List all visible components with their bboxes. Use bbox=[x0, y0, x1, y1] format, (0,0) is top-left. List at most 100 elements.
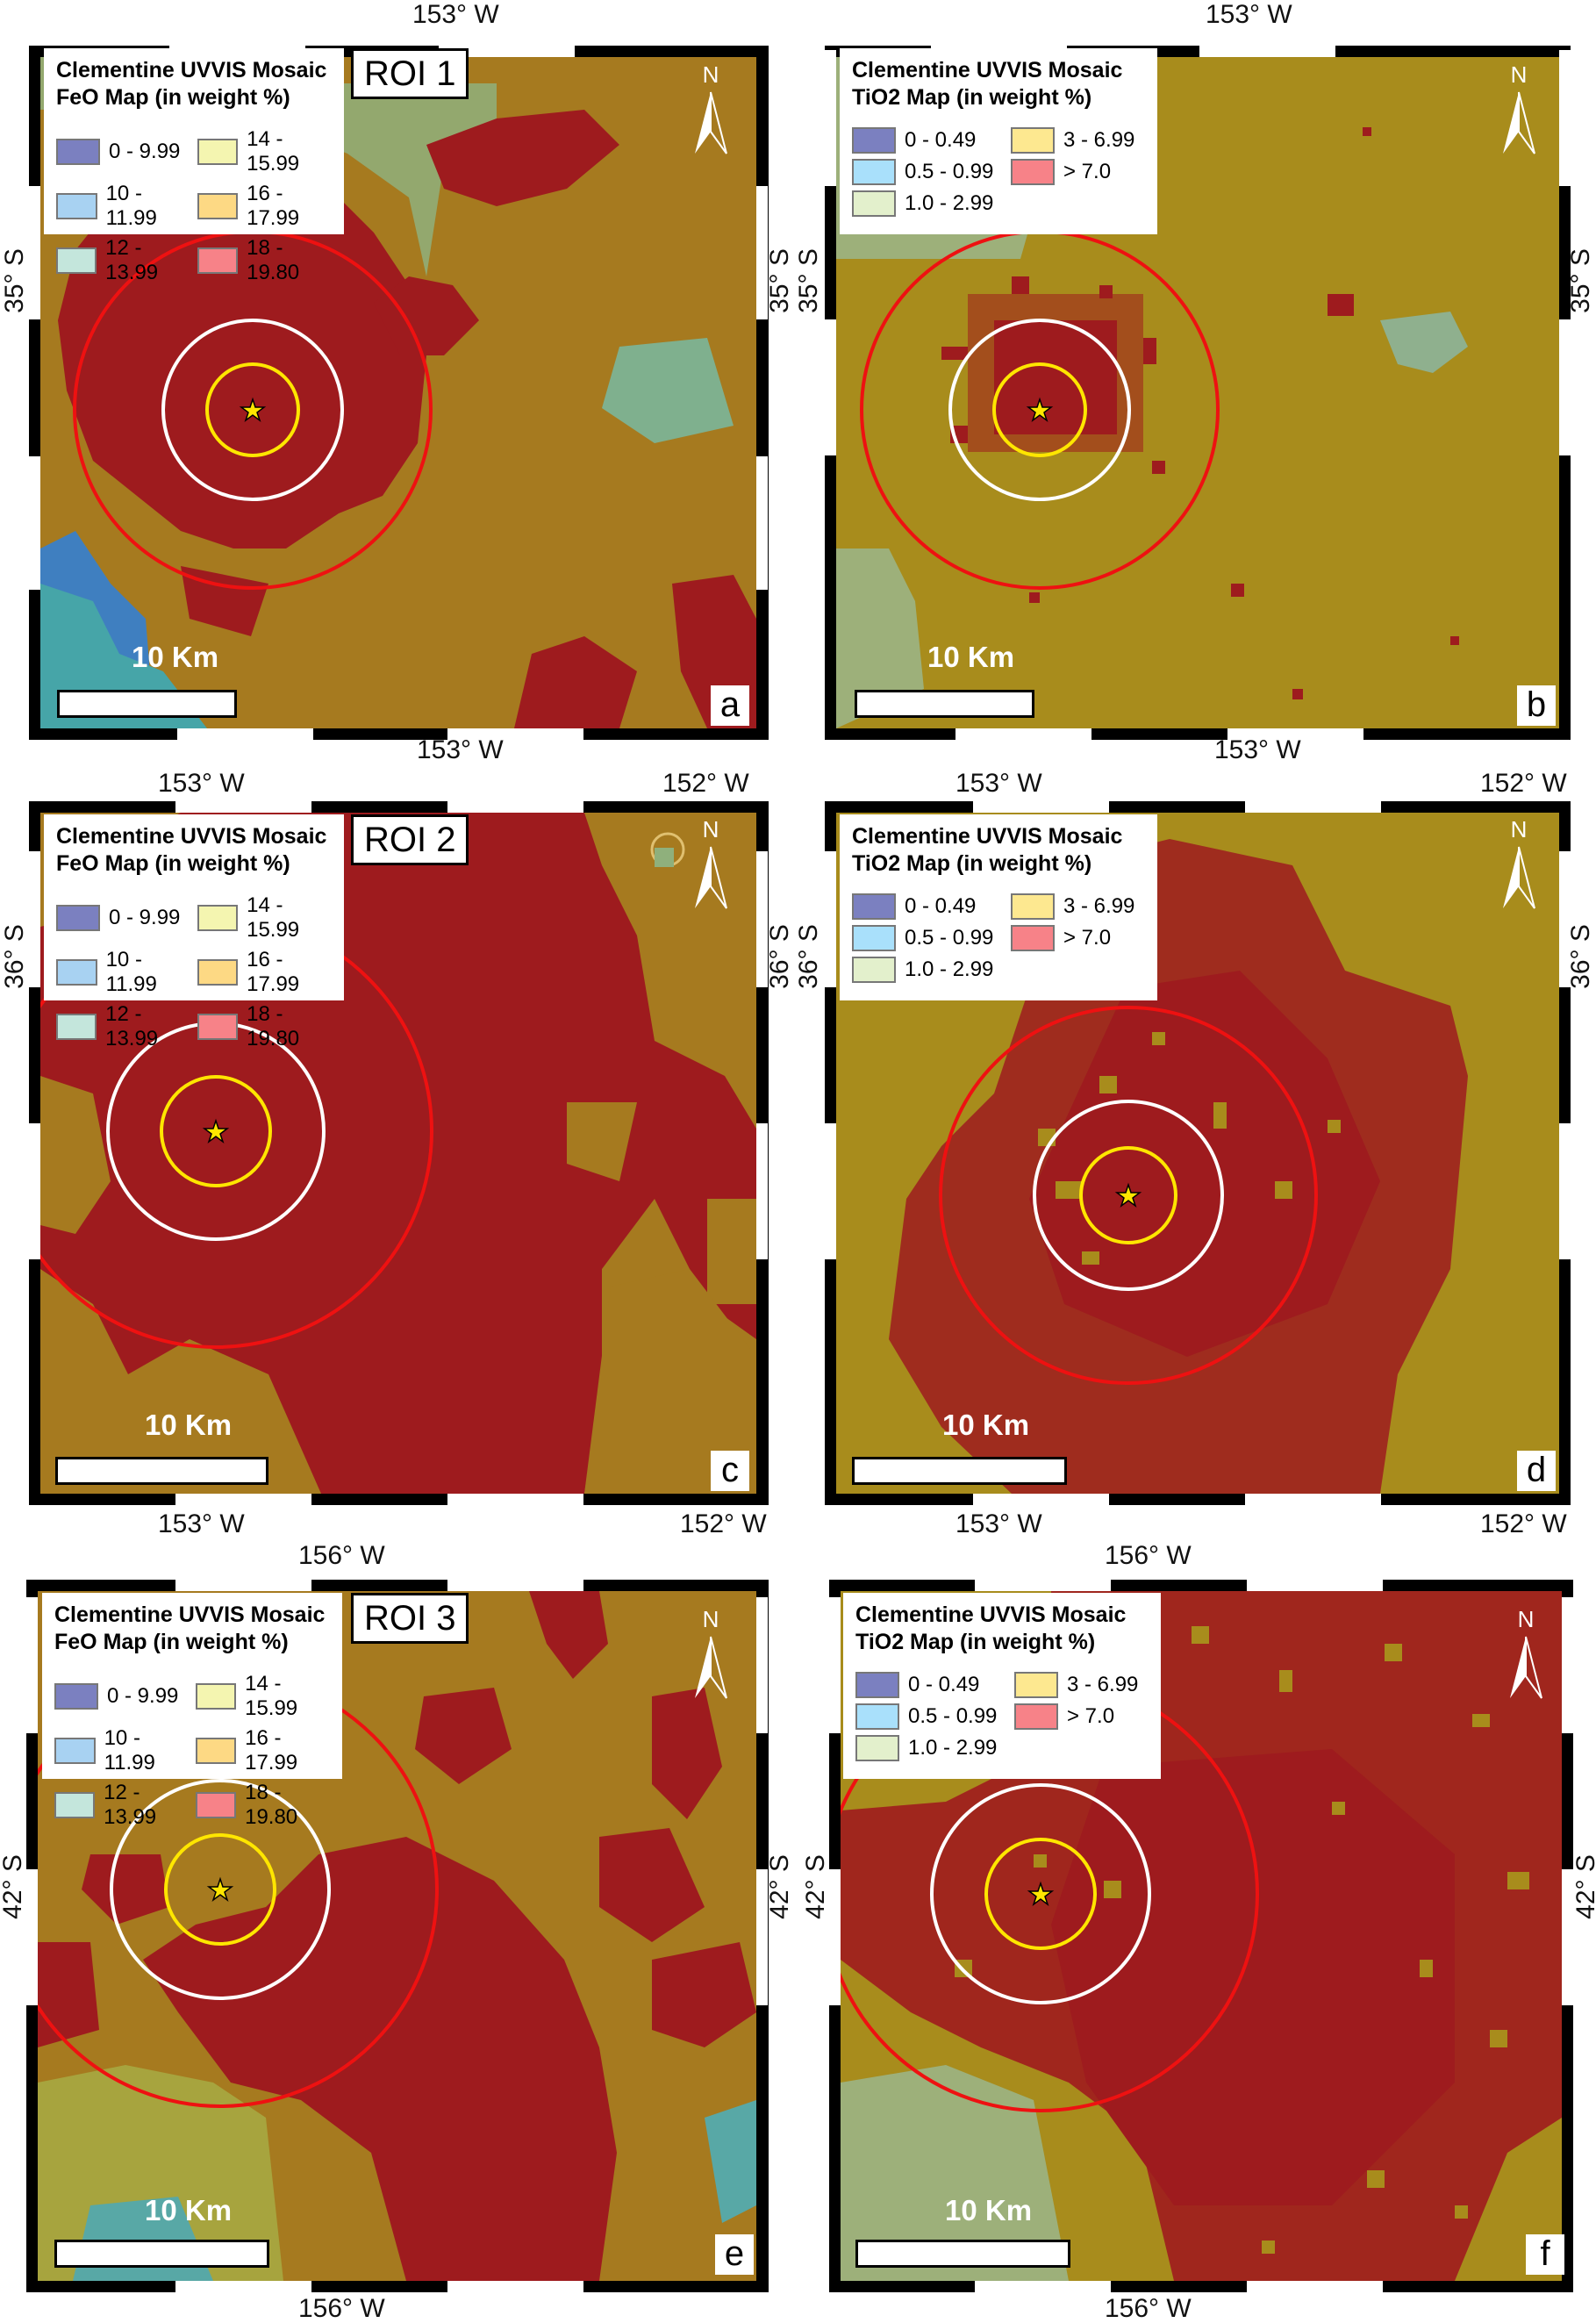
map-panel-e: 156° W Clementi bbox=[0, 1536, 798, 2322]
inner-radius-ring bbox=[160, 1075, 272, 1187]
inner-radius-ring bbox=[992, 362, 1087, 457]
legend-item: 18 - 19.80 bbox=[196, 1781, 332, 1830]
right-latitude-label: 35° S bbox=[1565, 248, 1595, 313]
frame-tick bbox=[175, 1494, 311, 1505]
frame-tick bbox=[1559, 851, 1571, 987]
frame-tick bbox=[29, 851, 40, 987]
frame-tick bbox=[447, 728, 583, 740]
bottom-longitude-label-right: 152° W bbox=[680, 1509, 767, 1538]
legend-subtitle: TiO2 Map (in weight %) bbox=[852, 85, 1092, 110]
legend: Clementine UVVIS Mosaic TiO2 Map (in wei… bbox=[840, 814, 1157, 1000]
legend-item: 14 - 15.99 bbox=[197, 127, 333, 176]
frame-tick bbox=[825, 1123, 836, 1259]
middle-radius-ring bbox=[161, 319, 344, 501]
svg-text:N: N bbox=[1511, 816, 1528, 842]
site-star-icon bbox=[1026, 397, 1054, 423]
frame-tick bbox=[756, 186, 768, 319]
scale-bar-label: 10 Km bbox=[927, 641, 1015, 673]
map-raster bbox=[889, 839, 1468, 1494]
legend-title: Clementine UVVIS Mosaic bbox=[852, 58, 1123, 82]
scale-bar bbox=[57, 690, 237, 718]
svg-text:N: N bbox=[1518, 1606, 1535, 1632]
legend: Clementine UVVIS Mosaic FeO Map (in weig… bbox=[44, 814, 344, 1050]
bottom-longitude-label: 156° W bbox=[1105, 2294, 1192, 2323]
svg-text:N: N bbox=[1511, 61, 1528, 88]
frame-tick bbox=[955, 728, 1091, 740]
panel-letter: a bbox=[711, 685, 749, 726]
tio2-map-image bbox=[836, 813, 1559, 1494]
roi-label: ROI 1 bbox=[351, 48, 469, 99]
frame-tick bbox=[1245, 801, 1381, 813]
north-arrow-icon: N bbox=[695, 61, 727, 154]
legend-subtitle: TiO2 Map (in weight %) bbox=[855, 1630, 1096, 1654]
frame-tick bbox=[1199, 46, 1335, 57]
legend-item: 1.0 - 2.99 bbox=[852, 190, 1006, 217]
left-latitude-label: 36° S bbox=[793, 924, 823, 989]
roi-label: ROI 2 bbox=[351, 814, 469, 865]
frame-tick bbox=[756, 1869, 768, 2005]
scale-bar-label: 10 Km bbox=[145, 1409, 233, 1441]
frame-tick bbox=[756, 1123, 768, 1259]
left-latitude-label: 35° S bbox=[0, 248, 29, 313]
legend-item: 1.0 - 2.99 bbox=[855, 1735, 1009, 1761]
tio2-map-image bbox=[841, 1591, 1562, 2281]
middle-radius-ring bbox=[948, 319, 1131, 501]
legend-item: 18 - 19.80 bbox=[197, 236, 333, 285]
frame-tick bbox=[1559, 319, 1571, 455]
scale-bar-label: 10 Km bbox=[942, 1409, 1030, 1441]
map-panel-c: 153° W 152° W Clementine UVVIS Mosaic Fe… bbox=[0, 764, 798, 1545]
top-longitude-label-right: 152° W bbox=[662, 769, 749, 798]
inner-radius-ring bbox=[205, 362, 300, 457]
inner-radius-ring bbox=[164, 1833, 276, 1946]
top-longitude-label: 153° W bbox=[158, 769, 245, 798]
frame-tick bbox=[825, 851, 836, 987]
bottom-longitude-label: 153° W bbox=[955, 1509, 1042, 1538]
legend-item: 0 - 0.49 bbox=[852, 893, 1006, 920]
legend-subtitle: FeO Map (in weight %) bbox=[56, 85, 290, 110]
frame-tick bbox=[1562, 1869, 1573, 2005]
panel-letter: b bbox=[1517, 685, 1556, 726]
scale-bar bbox=[54, 2240, 269, 2268]
frame-tick bbox=[1245, 1494, 1381, 1505]
top-longitude-label: 153° W bbox=[955, 769, 1042, 798]
legend-title: Clementine UVVIS Mosaic bbox=[54, 1602, 326, 1627]
frame-tick bbox=[26, 1869, 38, 2005]
frame-tick bbox=[1562, 1597, 1573, 1733]
frame-tick bbox=[975, 2281, 1111, 2292]
right-latitude-label: 36° S bbox=[1565, 924, 1595, 989]
frame-tick bbox=[1559, 50, 1571, 186]
inner-radius-ring bbox=[984, 1838, 1097, 1950]
legend-title: Clementine UVVIS Mosaic bbox=[855, 1602, 1127, 1627]
frame-tick bbox=[175, 1580, 311, 1591]
legend-item: 1.0 - 2.99 bbox=[852, 957, 1006, 983]
bottom-longitude-label: 156° W bbox=[298, 2294, 385, 2323]
legend-item: 16 - 17.99 bbox=[196, 1726, 332, 1775]
bottom-longitude-label-right: 152° W bbox=[1480, 1509, 1567, 1538]
legend-item: 16 - 17.99 bbox=[197, 182, 333, 231]
top-longitude-label-right: 152° W bbox=[1480, 769, 1567, 798]
right-latitude-label: 42° S bbox=[1571, 1854, 1596, 1919]
legend-item: 3 - 6.99 bbox=[1011, 893, 1147, 920]
legend-item: > 7.0 bbox=[1014, 1703, 1150, 1730]
site-star-icon bbox=[206, 1876, 234, 1903]
frame-tick bbox=[825, 319, 836, 455]
site-star-icon bbox=[1114, 1182, 1142, 1208]
frame-tick bbox=[29, 456, 40, 590]
legend-item: 0 - 9.99 bbox=[56, 893, 192, 943]
north-arrow-icon: N bbox=[695, 1606, 727, 1699]
legend-item: 0.5 - 0.99 bbox=[852, 159, 1006, 185]
inner-radius-ring bbox=[1079, 1146, 1177, 1244]
map-panel-d: 153° W 152° W Clementine UVVIS Mosaic Ti… bbox=[793, 764, 1596, 1545]
middle-radius-ring bbox=[1033, 1100, 1224, 1291]
frame-tick bbox=[177, 728, 313, 740]
legend: Clementine UVVIS Mosaic FeO Map (in weig… bbox=[42, 1593, 342, 1829]
north-arrow-icon: N bbox=[695, 816, 727, 909]
map-raster bbox=[40, 57, 756, 728]
left-latitude-label: 36° S bbox=[0, 924, 29, 989]
site-star-icon bbox=[1027, 1881, 1055, 1907]
frame-tick bbox=[825, 50, 836, 186]
panel-letter: d bbox=[1517, 1451, 1556, 1491]
legend-subtitle: TiO2 Map (in weight %) bbox=[852, 851, 1092, 876]
legend-item: 10 - 11.99 bbox=[54, 1726, 190, 1775]
frame-tick bbox=[447, 2281, 583, 2292]
